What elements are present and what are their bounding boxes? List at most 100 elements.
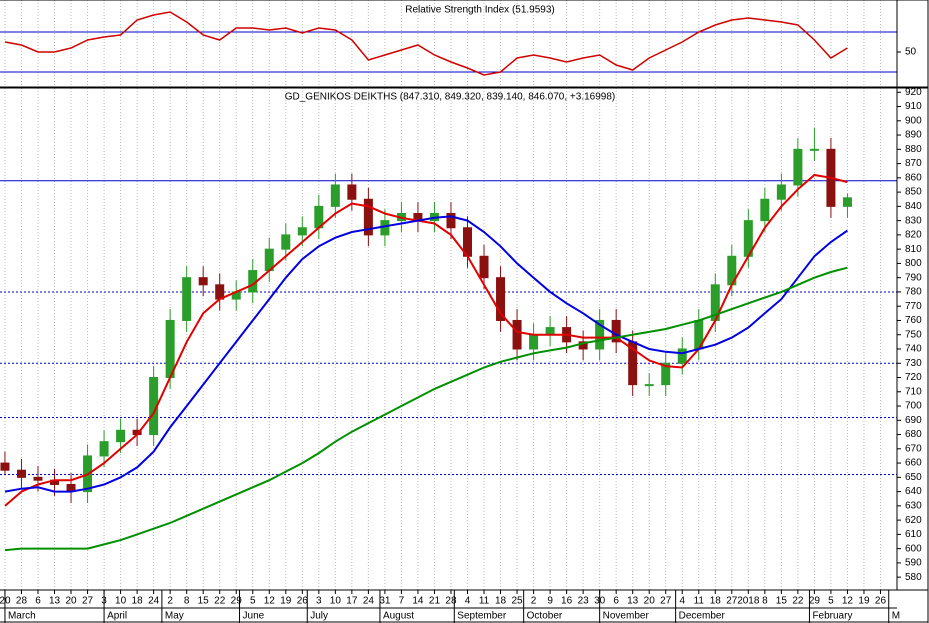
y-tick-label: 690 [905,415,922,426]
y-tick-label: 730 [905,358,922,369]
y-tick-label: 620 [905,515,922,526]
y-tick-label: 920 [905,87,922,98]
x-tick-label: 28 [16,596,28,607]
candle-body [182,277,192,321]
y-tick-label: 710 [905,386,922,397]
y-tick-label: 750 [905,329,922,340]
moving-average [4,173,848,507]
candle-body [595,319,605,350]
candle-body [330,184,340,207]
x-tick-label: 27 [82,596,94,607]
x-tick-label: 24 [148,596,160,607]
x-tick-label: 22 [792,596,804,607]
x-tick-label: 23 [578,596,590,607]
price-title: GD_GENIKOS DEIKTHS (847.310, 849.320, 83… [285,92,616,103]
x-tick-label: 2018 [737,596,760,607]
x-tick-label: 15 [198,596,210,607]
x-tick-label: 2 [167,596,173,607]
y-tick-label: 610 [905,529,922,540]
candle-body [512,319,522,350]
x-tick-label: 26 [875,596,887,607]
x-tick-label: 19 [280,596,292,607]
candle-body [16,469,26,478]
x-tick-label: 9 [547,596,553,607]
x-tick-label: 15 [776,596,788,607]
candle-body [446,213,456,229]
x-tick-label: 20 [65,596,77,607]
y-tick-label: 790 [905,272,922,283]
x-tick-label: 12 [842,596,854,607]
month-label: May [165,611,184,622]
y-tick-label: 880 [905,144,922,155]
y-tick-label: 820 [905,230,922,241]
y-tick-label: 700 [905,401,922,412]
x-tick-label: 8 [184,596,190,607]
x-tick-label: 11 [694,596,705,607]
candle-body [793,148,803,186]
x-tick-label: 22 [214,596,226,607]
y-tick-label: 850 [905,187,922,198]
y-tick-label: 890 [905,130,922,141]
x-tick-label: 4 [679,596,685,607]
y-tick-label: 830 [905,215,922,226]
x-tick-label: 5 [250,596,256,607]
candle-body [0,462,10,471]
y-tick-label: 650 [905,472,922,483]
candle-body [842,197,852,207]
month-label: November [603,611,650,622]
y-tick-label: 770 [905,301,922,312]
candle-body [479,255,489,279]
x-tick-label: 7 [399,596,405,607]
y-tick-label: 740 [905,344,922,355]
y-tick-label: 760 [905,315,922,326]
x-tick-label: 4 [465,596,471,607]
y-tick-label: 600 [905,543,922,554]
x-tick-label: 29 [809,596,821,607]
y-tick-label: 670 [905,443,922,454]
candle-body [198,277,208,286]
moving-average [4,215,848,493]
candle-body [165,319,175,379]
rsi-line [4,11,848,76]
x-tick-label: 12 [264,596,276,607]
month-label: March [8,611,36,622]
candle-body [496,277,506,321]
y-tick-label: 910 [905,101,922,112]
month-label: April [107,611,127,622]
candle-body [347,184,357,200]
y-tick-label: 870 [905,158,922,169]
x-tick-label: 13 [627,596,639,607]
x-tick-label: 24 [363,596,375,607]
y-tick-label: 630 [905,500,922,511]
candle-body [760,198,770,222]
candle-body [116,429,126,443]
y-tick-label: 50 [905,47,917,58]
month-label: June [243,611,265,622]
y-tick-label: 860 [905,172,922,183]
x-tick-label: 6 [35,596,41,607]
x-tick-label: 11 [479,596,490,607]
candle-body [809,148,819,151]
x-tick-label: 5 [828,596,834,607]
x-tick-label: 13 [49,596,61,607]
x-tick-label: 29 [231,596,243,607]
candle-body [99,441,109,457]
month-label: September [457,611,507,622]
candle-body [677,348,687,364]
x-tick-label: 3 [316,596,322,607]
x-tick-label: 8 [762,596,768,607]
x-tick-label: 26 [297,596,309,607]
x-tick-label: 2 [531,596,537,607]
month-label: February [812,611,852,622]
x-tick-label: 28 [445,596,457,607]
x-tick-label: 18 [710,596,722,607]
candle-body [661,362,671,386]
moving-average [4,266,848,552]
x-tick-label: 6 [613,596,619,607]
y-tick-label: 810 [905,244,922,255]
x-tick-label: 27 [726,596,738,607]
candle-body [545,327,555,336]
candle-body [776,184,786,200]
